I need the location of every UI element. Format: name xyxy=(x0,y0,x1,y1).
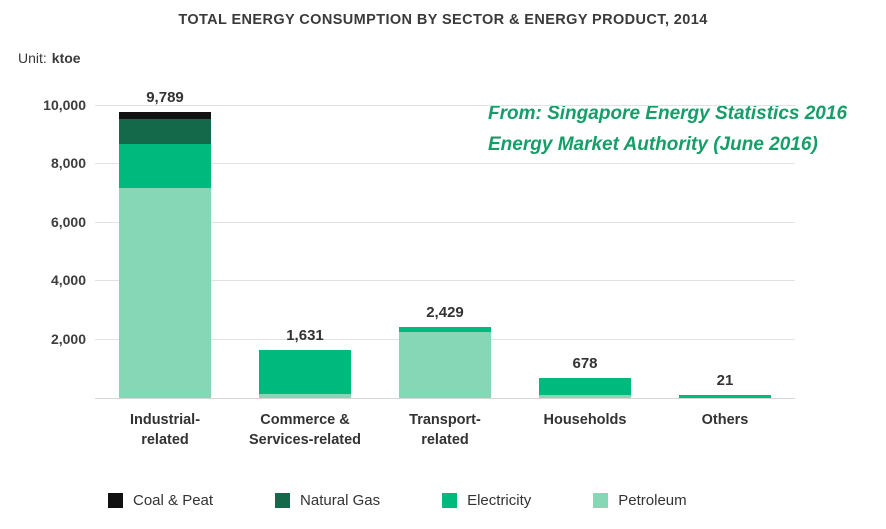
bar-column-5: 21 xyxy=(655,100,795,398)
x-category-label-4: Households xyxy=(515,410,655,451)
segment-petroleum xyxy=(259,393,351,398)
x-category-label-line: related xyxy=(141,432,189,449)
bar-value-label: 2,429 xyxy=(426,304,464,322)
segment-electricity xyxy=(119,144,211,188)
x-category-label-line: Transport- xyxy=(409,412,481,428)
segment-electricity xyxy=(399,327,491,333)
stacked-bar xyxy=(539,378,631,398)
x-category-label-line: Households xyxy=(543,412,627,428)
x-category-label-3: Transport-related xyxy=(375,410,515,451)
unit-label: Unit: xyxy=(18,50,47,66)
segment-coal-peat xyxy=(119,112,211,120)
segment-electricity xyxy=(259,350,351,394)
bar-column-1: 9,789 xyxy=(95,89,235,398)
stacked-bar xyxy=(679,395,771,398)
source-annotation: From: Singapore Energy Statistics 2016 E… xyxy=(488,98,848,161)
x-category-label-line: Commerce & xyxy=(260,412,350,428)
segment-petroleum xyxy=(539,394,631,398)
segment-natural-gas xyxy=(119,119,211,145)
x-axis-line xyxy=(95,398,795,399)
x-category-label-1: Industrial-related xyxy=(95,410,235,451)
legend-swatch-icon xyxy=(593,493,609,508)
stacked-bar xyxy=(259,350,351,398)
segment-petroleum xyxy=(119,187,211,398)
x-category-label-line: Services-related xyxy=(248,432,362,449)
x-category-label-2: Commerce & Services-related xyxy=(235,410,375,451)
x-category-label-line: Industrial- xyxy=(129,412,201,428)
legend-label: Electricity xyxy=(467,492,532,509)
gridline-6000 xyxy=(95,221,795,223)
bar-value-label: 9,789 xyxy=(146,89,184,107)
bar-value-label: 21 xyxy=(716,372,734,389)
legend-item-natural-gas: Natural Gas xyxy=(275,492,380,509)
bar-value-label: 678 xyxy=(572,355,598,373)
bar-value-label: 1,631 xyxy=(286,327,324,345)
y-tick-label: 10,000 xyxy=(43,96,86,113)
segment-petroleum xyxy=(399,332,491,398)
x-category-label-line: Others xyxy=(701,412,749,428)
gridline-10000 xyxy=(95,104,795,106)
legend-swatch-icon xyxy=(275,493,291,508)
y-tick-label: 2,000 xyxy=(50,330,86,347)
stacked-bar xyxy=(399,327,491,398)
stacked-bar xyxy=(119,112,211,398)
legend-item-electricity: Electricity xyxy=(442,492,531,509)
legend-item-coal-peat: Coal & Peat xyxy=(108,492,213,509)
legend-label: Coal & Peat xyxy=(133,492,214,509)
y-tick-label: 8,000 xyxy=(50,155,86,172)
x-axis-labels: Industrial-related Commerce & Services-rel… xyxy=(95,410,795,451)
legend-swatch-icon xyxy=(442,493,458,508)
legend-item-petroleum: Petroleum xyxy=(593,492,687,509)
x-category-label-5: Others xyxy=(655,410,795,451)
y-tick-label: 4,000 xyxy=(50,272,86,289)
legend-label: Natural Gas xyxy=(300,492,381,509)
segment-electricity xyxy=(539,378,631,395)
gridline-8000 xyxy=(95,163,795,165)
chart-legend: Coal & Peat Natural Gas Electricity Petrole… xyxy=(108,492,687,509)
y-tick-label: 6,000 xyxy=(50,213,86,230)
bar-column-2: 1,631 xyxy=(235,100,375,398)
source-annotation-line1: From: Singapore Energy Statistics 2016 xyxy=(488,103,848,124)
chart-title: TOTAL ENERGY CONSUMPTION BY SECTOR & ENE… xyxy=(178,12,708,28)
source-annotation-line2: Energy Market Authority (June 2016) xyxy=(488,134,818,156)
unit-value: ktoe xyxy=(51,50,81,66)
gridline-4000 xyxy=(95,280,795,282)
legend-swatch-icon xyxy=(108,493,123,508)
bar-column-3: 2,429 xyxy=(375,100,515,398)
segment-electricity xyxy=(679,395,771,398)
unit-row: Unit: ktoe xyxy=(18,50,81,66)
legend-label: Petroleum xyxy=(618,492,687,509)
plot-area: 9,789 1,631 2,429 678 21 xyxy=(95,89,795,399)
bar-column-4: 678 xyxy=(515,100,655,398)
x-category-label-line: related xyxy=(421,432,469,449)
